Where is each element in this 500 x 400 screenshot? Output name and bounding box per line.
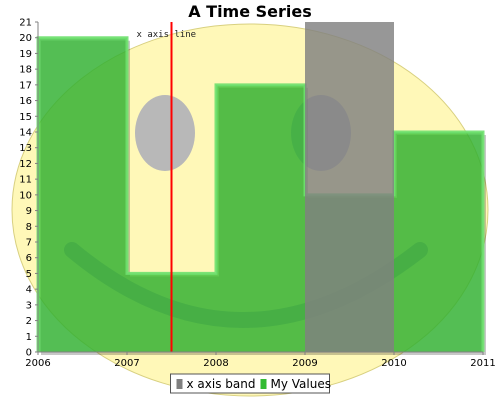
y-tick-label: 13 [19, 143, 32, 154]
legend-item-label[interactable]: My Values [271, 377, 331, 391]
y-tick-label: 4 [26, 285, 32, 296]
y-tick-label: 2 [26, 316, 32, 327]
y-tick-label: 6 [26, 253, 32, 264]
y-tick-label: 21 [19, 18, 32, 29]
smiley-left-eye [135, 95, 195, 171]
y-tick-label: 16 [19, 96, 32, 107]
y-tick-label: 20 [19, 33, 32, 44]
y-tick-label: 9 [26, 206, 32, 217]
x-tick-label: 2011 [470, 358, 495, 369]
x-tick-label: 2007 [114, 358, 139, 369]
y-tick-label: 11 [19, 175, 32, 186]
y-tick-label: 14 [19, 128, 32, 139]
bar-my-values[interactable] [394, 132, 483, 352]
legend-box [170, 373, 330, 394]
y-tick-label: 5 [26, 269, 32, 280]
bar-my-values[interactable] [38, 37, 127, 352]
plot-area: x axis line [36, 22, 486, 355]
y-tick-label: 15 [19, 112, 32, 123]
series-outline-my-values [36, 36, 485, 352]
legend-swatch [260, 379, 267, 389]
y-tick-label: 12 [19, 159, 32, 170]
legend-item-label[interactable]: x axis band [187, 377, 256, 391]
y-tick-label: 7 [26, 238, 32, 249]
x-axis-line-label: x axis line [137, 30, 197, 40]
legend-swatch [176, 379, 183, 389]
x-tick-label: 2006 [25, 358, 50, 369]
bar-my-values[interactable] [216, 84, 305, 352]
y-tick-label: 1 [26, 332, 32, 343]
y-tick-label: 18 [19, 65, 32, 76]
legend: x axis band My Values [170, 373, 331, 394]
y-tick-label: 8 [26, 222, 32, 233]
y-tick-label: 17 [19, 80, 32, 91]
x-tick-label: 2008 [203, 358, 228, 369]
x-tick-label: 2010 [381, 358, 406, 369]
y-tick-label: 0 [26, 348, 32, 359]
y-tick-label: 19 [19, 49, 32, 60]
y-tick-label: 10 [19, 190, 32, 201]
x-axis-band[interactable] [305, 22, 394, 352]
chart-title: A Time Series [188, 2, 312, 21]
x-tick-label: 2009 [292, 358, 317, 369]
y-tick-label: 3 [26, 300, 32, 311]
